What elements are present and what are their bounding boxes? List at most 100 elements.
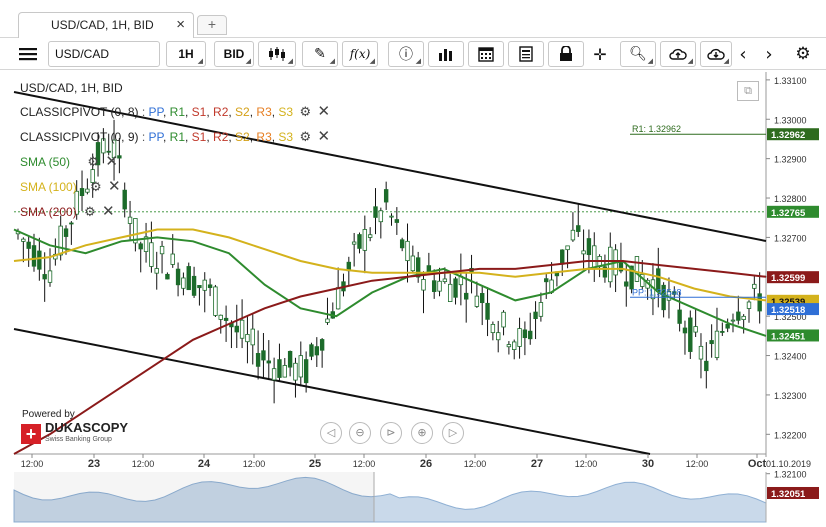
settings-button[interactable]: ⚙ [790,41,816,67]
candle-body [154,268,159,274]
x-tick-label: 23 [88,458,100,470]
period-selector[interactable]: 1H ◢ [166,41,206,67]
x-tick-label: 12:00 [686,459,709,469]
candle-body [757,293,762,312]
close-icon[interactable]: ✕ [317,102,331,120]
candle-body [42,274,47,280]
gear-icon[interactable]: ⚙ [87,155,100,170]
close-icon[interactable]: ✕ [317,127,331,145]
candle-body [117,155,122,159]
news-button[interactable] [508,41,544,67]
legend-sma-50[interactable]: SMA (50) ⚙ ✕ [20,152,118,170]
gear-icon[interactable]: ⚙ [299,130,312,145]
tab-title: USD/CAD, 1H, BID [51,18,154,32]
candle-body [704,360,709,372]
candle-body [351,241,357,245]
price-label-box [767,205,819,218]
side-selector[interactable]: BID ◢ [214,41,254,67]
candle-body [335,287,341,310]
pencil-icon: ✎ [314,46,326,62]
legend-sma-100[interactable]: SMA (100) ⚙ ✕ [20,177,121,195]
candle-body [245,334,250,343]
scroll-left-button[interactable]: ‹ [732,41,754,67]
navigator-shade [14,472,374,522]
menu-button[interactable] [14,41,42,67]
candle-body [213,286,218,316]
symbol-input[interactable]: USD/CAD [48,41,160,67]
candle-body [447,283,453,302]
calendar-button[interactable] [468,41,504,67]
zoom-out-button[interactable]: ⊖ [349,422,371,444]
candle-body [709,340,714,345]
drawing-tools-button[interactable]: ✎ ◢ [302,41,338,67]
indicators-button[interactable]: f(x) ◢ [342,41,378,67]
zoom-button[interactable]: 🔍︎ ◢ [620,41,656,67]
candle-body [618,262,624,272]
lock-button[interactable] [548,41,584,67]
chart-type-button[interactable]: ◢ [258,41,296,67]
candle-body [560,249,565,265]
add-tab-button[interactable]: + [197,15,227,35]
crosshair-button[interactable]: ✛ [588,41,612,67]
candle-body [421,279,426,291]
gear-icon[interactable]: ⚙ [299,105,312,120]
chart-title: USD/CAD, 1H, BID [20,81,123,95]
download-button[interactable]: ◢ [700,41,732,67]
price-label-text: 1.32962 [771,130,805,141]
legend-classicpivot-1[interactable]: CLASSICPIVOT (0, 8) : PP, R1, S1, R2, S2… [20,102,331,120]
close-icon[interactable]: ✕ [108,177,121,195]
candle-body [383,189,389,203]
candle-body [314,346,319,356]
zoom-out-icon: ⊖ [355,426,365,439]
candle-body [143,236,149,252]
candle-body [58,225,63,256]
candle-body [69,222,74,225]
maximize-button[interactable]: ⧉ [737,81,759,101]
y-tick-label: 1.32900 [774,155,807,165]
dropdown-corner-icon: ◢ [723,58,729,65]
candle-body [698,345,704,360]
trend-channel[interactable] [13,91,767,455]
candle-body [730,319,736,322]
gear-icon[interactable]: ⚙ [90,180,102,195]
legend-level-s3: S3 [278,105,294,119]
legend-classicpivot-2[interactable]: CLASSICPIVOT (0, 9) : PP, R1, S1, R2, S2… [20,127,331,145]
scroll-right-button[interactable]: › [758,41,780,67]
reset-view-button[interactable]: ⊳ [380,422,402,444]
y-tick-label: 1.32400 [774,352,807,362]
candle-body [570,229,576,241]
chevron-right-icon: › [765,43,773,65]
chart-tab[interactable]: USD/CAD, 1H, BID × [18,12,194,38]
upload-button[interactable]: ◢ [660,41,696,67]
close-tab-icon[interactable]: × [176,16,185,33]
y-tick-label: 1.32800 [774,194,807,204]
scroll-back-button[interactable]: ◁ [320,422,342,444]
candle-body [186,266,191,291]
dropdown-corner-icon: ◢ [197,58,203,65]
candle-body [522,329,528,339]
upper-trend-line[interactable] [13,91,767,242]
close-icon[interactable]: ✕ [105,152,118,170]
candle-body [266,360,271,364]
candle-body [170,253,175,265]
candle-body [581,250,586,255]
cloud-upload-icon [669,48,687,60]
candle-body [181,277,186,289]
close-icon[interactable]: ✕ [102,202,115,220]
dropdown-corner-icon: ◢ [647,58,653,65]
scroll-forward-button[interactable]: ▷ [442,422,464,444]
legend-sma-200[interactable]: SMA (200) ⚙ ✕ [20,202,115,220]
legend-level-r3: R3 [256,105,272,119]
candle-body [463,292,469,300]
lower-trend-line[interactable] [13,328,651,455]
candle-body [255,353,261,367]
volume-button[interactable] [428,41,464,67]
candle-body [357,234,362,249]
candle-body [239,319,245,339]
info-button[interactable]: ⓘ ◢ [388,41,424,67]
candle-body [576,225,581,232]
gear-icon[interactable]: ⚙ [84,205,96,220]
zoom-in-button[interactable]: ⊕ [411,422,433,444]
candle-body [277,359,282,378]
